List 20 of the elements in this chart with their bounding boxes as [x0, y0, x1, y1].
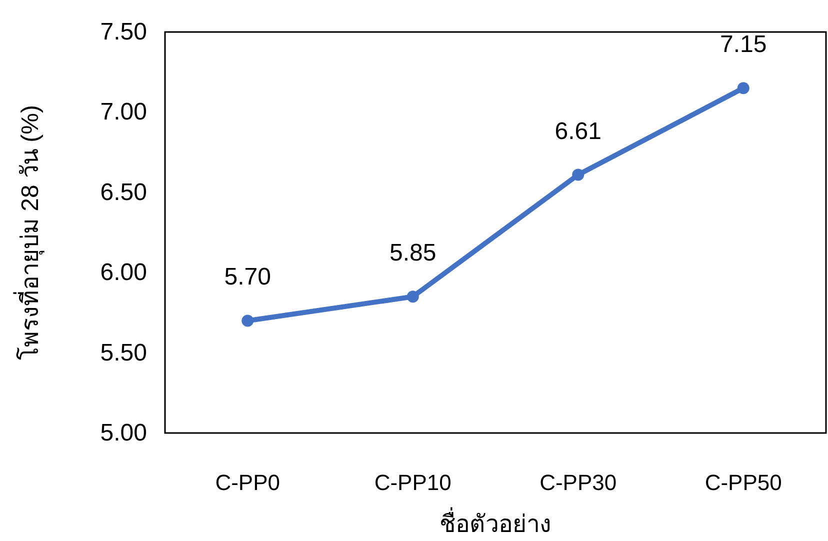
y-tick-label: 7.00	[100, 98, 147, 126]
y-axis-title: โพรงที่อายุบ่ม 28 วัน (%)	[13, 104, 45, 360]
y-tick-label: 7.50	[100, 18, 147, 46]
y-tick-label: 5.00	[100, 420, 147, 446]
data-label: 5.85	[390, 240, 436, 267]
data-label: 7.15	[720, 31, 767, 58]
point	[406, 290, 419, 303]
x-tick-label: C-PP30	[540, 470, 617, 495]
x-axis-title: ชื่อตัวอย่าง	[440, 507, 552, 538]
y-tick-label: 6.50	[100, 178, 147, 206]
y-tick-label: 6.00	[100, 259, 147, 286]
y-tick-label: 5.50	[100, 339, 147, 366]
data-label: 5.70	[224, 264, 271, 291]
x-tick-label: C-PP0	[215, 470, 280, 495]
point	[242, 314, 254, 327]
point	[737, 82, 750, 94]
data-label: 6.61	[554, 118, 602, 145]
x-tick-label: C-PP10	[374, 470, 452, 495]
point	[572, 168, 584, 181]
x-tick-label: C-PP50	[704, 470, 782, 495]
